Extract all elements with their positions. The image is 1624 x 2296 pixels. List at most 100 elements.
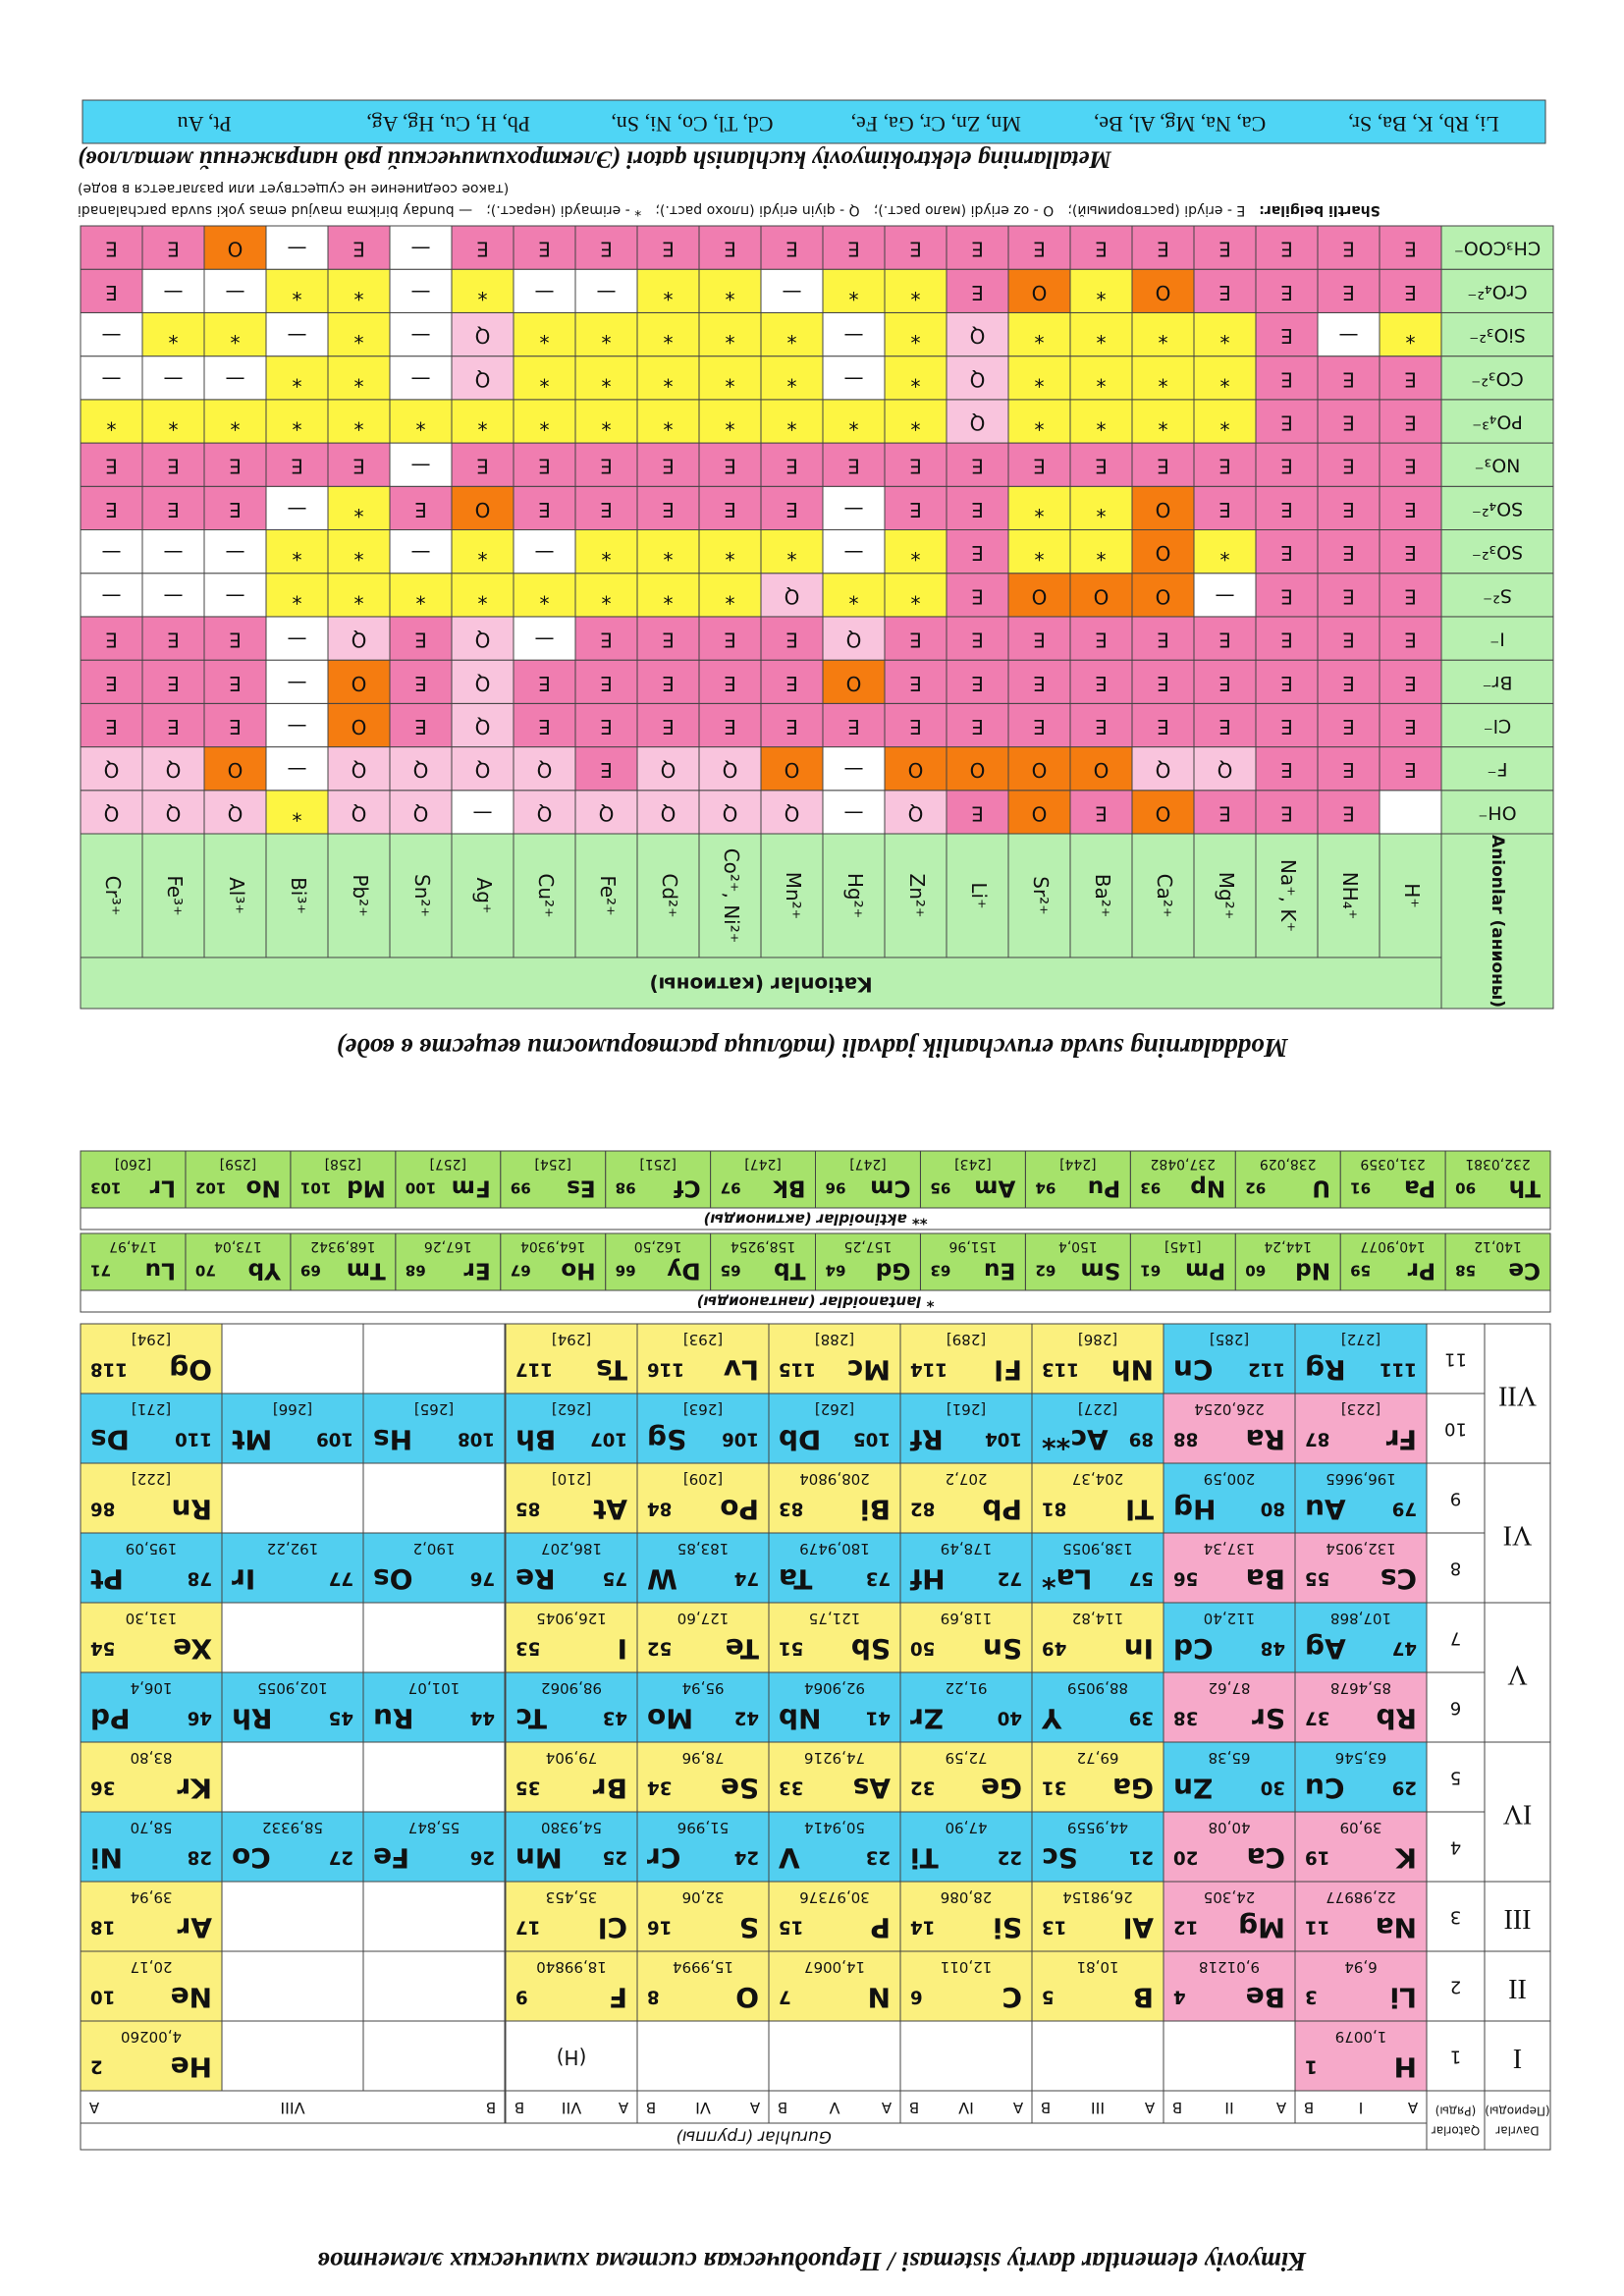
solubility-mark: — bbox=[164, 584, 184, 608]
atomic-mass: 168,9342 bbox=[310, 1238, 375, 1254]
solubility-mark: * bbox=[478, 410, 488, 434]
group-header-cell bbox=[636, 2090, 770, 2124]
empty-cell bbox=[362, 1950, 506, 2022]
element-symbol: Pm bbox=[1185, 1258, 1225, 1285]
atomic-mass: 32,06 bbox=[682, 1888, 725, 1906]
solubility-mark: E bbox=[1033, 238, 1046, 261]
solubility-mark: * bbox=[1097, 367, 1107, 391]
element-cell bbox=[1294, 1950, 1428, 2022]
solubility-mark: Q bbox=[723, 801, 738, 825]
solubility-mark: E bbox=[909, 455, 922, 478]
solubility-mark: Q bbox=[166, 758, 182, 782]
element-cell bbox=[1024, 1150, 1131, 1209]
rows-header: (Ряды) bbox=[1435, 2105, 1477, 2118]
atomic-mass: 140,9077 bbox=[1360, 1238, 1425, 1254]
element-symbol: Dy bbox=[667, 1258, 700, 1285]
cation-label: Li⁺ bbox=[967, 882, 991, 908]
element-cell bbox=[80, 1532, 223, 1604]
atomic-number: 55 bbox=[1305, 1567, 1329, 1588]
solubility-mark: E bbox=[847, 715, 860, 738]
solubility-mark: E bbox=[105, 281, 118, 304]
element-symbol: B bbox=[1133, 1981, 1154, 2013]
solubility-cell bbox=[1317, 355, 1380, 401]
solubility-mark: E bbox=[1280, 367, 1293, 391]
element-cell bbox=[768, 1811, 901, 1883]
solubility-mark: E bbox=[167, 455, 180, 478]
atomic-number: 26 bbox=[470, 1846, 495, 1867]
element-symbol: Cu bbox=[1305, 1772, 1344, 1804]
atomic-number: 68 bbox=[406, 1262, 426, 1280]
solubility-mark: * bbox=[911, 367, 921, 391]
period-label: VI bbox=[1503, 1520, 1533, 1551]
solubility-mark: * bbox=[354, 498, 364, 521]
solubility-cell bbox=[389, 528, 453, 574]
element-cell bbox=[80, 2020, 223, 2092]
anion-label: SO₄²⁻ bbox=[1472, 498, 1523, 519]
atomic-number: 61 bbox=[1140, 1262, 1161, 1280]
element-cell bbox=[899, 1462, 1033, 1534]
solubility-cell bbox=[1193, 442, 1257, 487]
row-number: 5 bbox=[1450, 1768, 1461, 1788]
cation-cell bbox=[1193, 833, 1257, 958]
atomic-number: 49 bbox=[1042, 1637, 1066, 1658]
solubility-cell bbox=[698, 311, 762, 357]
anion-cell bbox=[1440, 746, 1554, 792]
solubility-cell bbox=[946, 225, 1009, 270]
solubility-mark: — bbox=[411, 281, 431, 304]
anions-header: Anionlar (анионы) bbox=[1488, 835, 1507, 1008]
solubility-mark: * bbox=[1097, 324, 1107, 348]
solubility-mark: E bbox=[971, 801, 984, 825]
atomic-mass: 69,72 bbox=[1077, 1749, 1119, 1767]
solubility-mark: E bbox=[662, 238, 675, 261]
solubility-mark: * bbox=[231, 324, 241, 348]
cation-cell bbox=[327, 833, 391, 958]
solubility-cell bbox=[1379, 399, 1442, 444]
empty-cell bbox=[636, 2020, 770, 2092]
solubility-mark: * bbox=[1035, 324, 1045, 348]
solubility-cell bbox=[760, 616, 824, 661]
element-cell bbox=[1294, 1741, 1428, 1813]
subgroup-letter: B bbox=[1041, 2099, 1051, 2116]
solubility-mark: * bbox=[787, 410, 797, 434]
atomic-mass: [294] bbox=[552, 1331, 591, 1348]
solubility-cell bbox=[141, 659, 205, 704]
period-label: II bbox=[1508, 1973, 1527, 2003]
element-cell bbox=[899, 1950, 1033, 2022]
solubility-mark: * bbox=[1035, 410, 1045, 434]
element-cell bbox=[80, 1671, 223, 1743]
element-cell bbox=[768, 1462, 901, 1534]
legend-line: Shartli belgilar: E - eriydi (растворимый… bbox=[78, 202, 1380, 218]
element-symbol: Cr bbox=[647, 1841, 681, 1874]
solubility-mark: * bbox=[1406, 324, 1416, 348]
element-symbol: Cm bbox=[870, 1175, 910, 1202]
element-symbol: Mc bbox=[847, 1353, 891, 1386]
solubility-mark: O bbox=[1094, 758, 1110, 782]
solubility-cell bbox=[1007, 355, 1071, 401]
solubility-cell bbox=[822, 702, 886, 748]
series-box bbox=[81, 99, 1546, 144]
period-label: III bbox=[1504, 1903, 1532, 1934]
empty-cell bbox=[221, 1741, 364, 1813]
atomic-mass: 121,75 bbox=[809, 1610, 861, 1627]
atomic-number: 53 bbox=[515, 1637, 540, 1658]
atomic-number: 108 bbox=[458, 1428, 495, 1449]
solubility-cell bbox=[451, 573, 514, 618]
atomic-number: 95 bbox=[930, 1179, 950, 1197]
solubility-cell bbox=[822, 746, 886, 792]
solubility-mark: * bbox=[416, 410, 426, 434]
solubility-mark: Q bbox=[661, 758, 677, 782]
group-number: I bbox=[1359, 2099, 1364, 2117]
anion-cell bbox=[1440, 659, 1554, 704]
atomic-mass: 58,9332 bbox=[262, 1819, 323, 1836]
solubility-cell bbox=[760, 442, 824, 487]
solubility-mark: E bbox=[105, 715, 118, 738]
solubility-mark: E bbox=[971, 715, 984, 738]
atomic-mass: 150,4 bbox=[1058, 1238, 1098, 1254]
solubility-mark: * bbox=[1159, 367, 1168, 391]
solubility-mark: O bbox=[228, 758, 244, 782]
atomic-mass: 74,9216 bbox=[804, 1749, 865, 1767]
cation-label: Ag⁺ bbox=[472, 878, 496, 914]
series-item: Mn, Zn, Cr, Ga, Fe, bbox=[851, 112, 1021, 137]
element-cell bbox=[1294, 2020, 1428, 2092]
solubility-mark: E bbox=[229, 629, 242, 652]
